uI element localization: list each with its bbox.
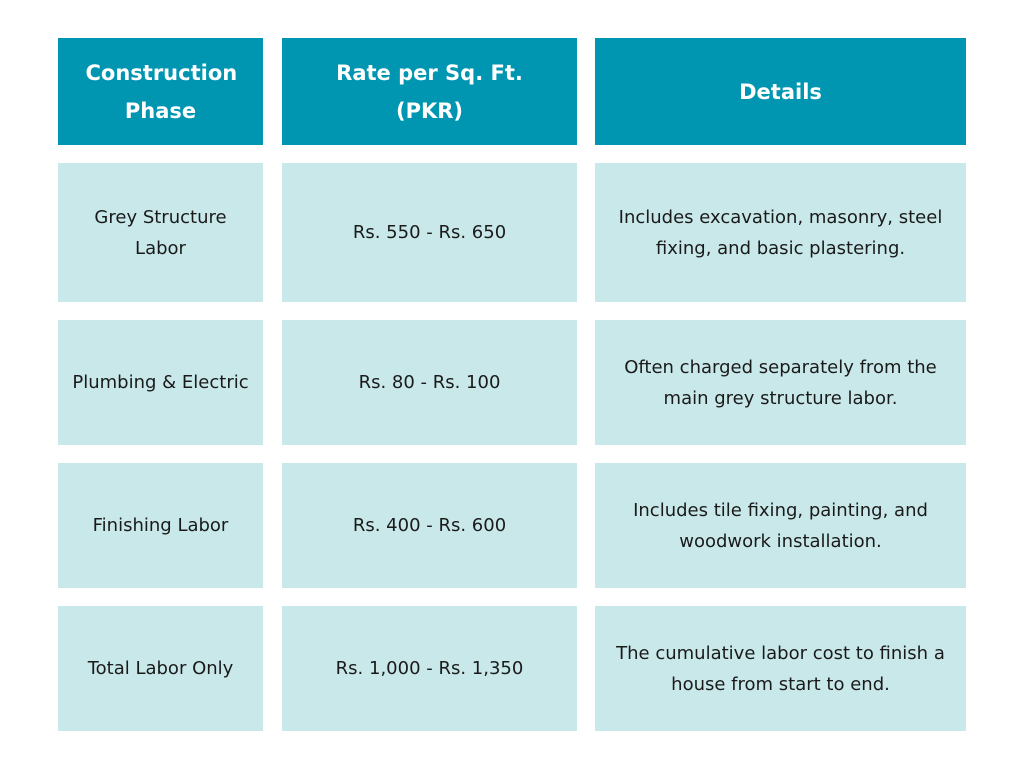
table-text: Total Labor Only xyxy=(87,658,234,679)
table-text: Often charged separately from the main g… xyxy=(624,356,937,409)
table-cell: Often charged separately from the main g… xyxy=(595,320,966,445)
table-cell: Plumbing & Electric xyxy=(58,320,263,445)
table-text: Includes tile fixing, painting, and wood… xyxy=(633,499,928,552)
table-text: Plumbing & Electric xyxy=(72,372,249,393)
table-cell: Rs. 1,000 - Rs. 1,350 xyxy=(282,606,577,731)
table-cell: The cumulative labor cost to finish a ho… xyxy=(595,606,966,731)
table-cell: Total Labor Only xyxy=(58,606,263,731)
header-text: Details xyxy=(739,79,822,104)
table-cell: Rs. 550 - Rs. 650 xyxy=(282,163,577,302)
table-cell: Includes excavation, masonry, steel fixi… xyxy=(595,163,966,302)
header-text: Construction Phase xyxy=(85,60,238,123)
header-cell: Details xyxy=(595,38,966,145)
table-cell: Rs. 80 - Rs. 100 xyxy=(282,320,577,445)
table-text: Rs. 1,000 - Rs. 1,350 xyxy=(335,658,524,679)
table-cell: Rs. 400 - Rs. 600 xyxy=(282,463,577,588)
table-text: Rs. 400 - Rs. 600 xyxy=(352,515,507,536)
table-text: Grey Structure Labor xyxy=(94,206,227,259)
table-text: Includes excavation, masonry, steel fixi… xyxy=(618,206,943,259)
table-cell: Grey Structure Labor xyxy=(58,163,263,302)
header-cell: Construction Phase xyxy=(58,38,263,145)
header-text: Rate per Sq. Ft. (PKR) xyxy=(336,60,523,123)
header-cell: Rate per Sq. Ft. (PKR) xyxy=(282,38,577,145)
table-cell: Finishing Labor xyxy=(58,463,263,588)
table-text: Rs. 80 - Rs. 100 xyxy=(358,372,501,393)
table-text: Rs. 550 - Rs. 650 xyxy=(352,222,507,243)
table-text: Finishing Labor xyxy=(92,515,229,536)
table-cell: Includes tile fixing, painting, and wood… xyxy=(595,463,966,588)
table-text: The cumulative labor cost to finish a ho… xyxy=(616,642,945,695)
